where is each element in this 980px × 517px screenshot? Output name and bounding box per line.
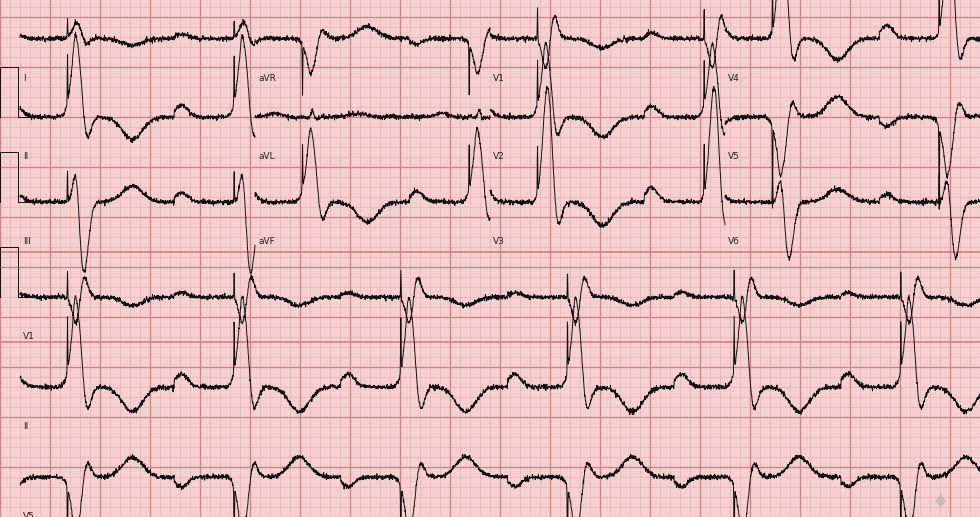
Text: V4: V4 <box>728 73 740 83</box>
Text: V5: V5 <box>23 512 35 517</box>
Text: ♦: ♦ <box>931 493 949 511</box>
Text: aVL: aVL <box>258 152 274 161</box>
Text: aVR: aVR <box>258 73 276 83</box>
Text: V3: V3 <box>493 237 505 246</box>
Text: V2: V2 <box>493 152 505 161</box>
Text: II: II <box>23 422 28 431</box>
Text: II: II <box>23 152 28 161</box>
Text: V1: V1 <box>23 332 35 341</box>
Text: aVF: aVF <box>258 237 274 246</box>
Text: V6: V6 <box>728 237 740 246</box>
Text: V5: V5 <box>728 152 740 161</box>
Text: I: I <box>23 73 25 83</box>
Text: V1: V1 <box>493 73 505 83</box>
Text: III: III <box>23 237 31 246</box>
